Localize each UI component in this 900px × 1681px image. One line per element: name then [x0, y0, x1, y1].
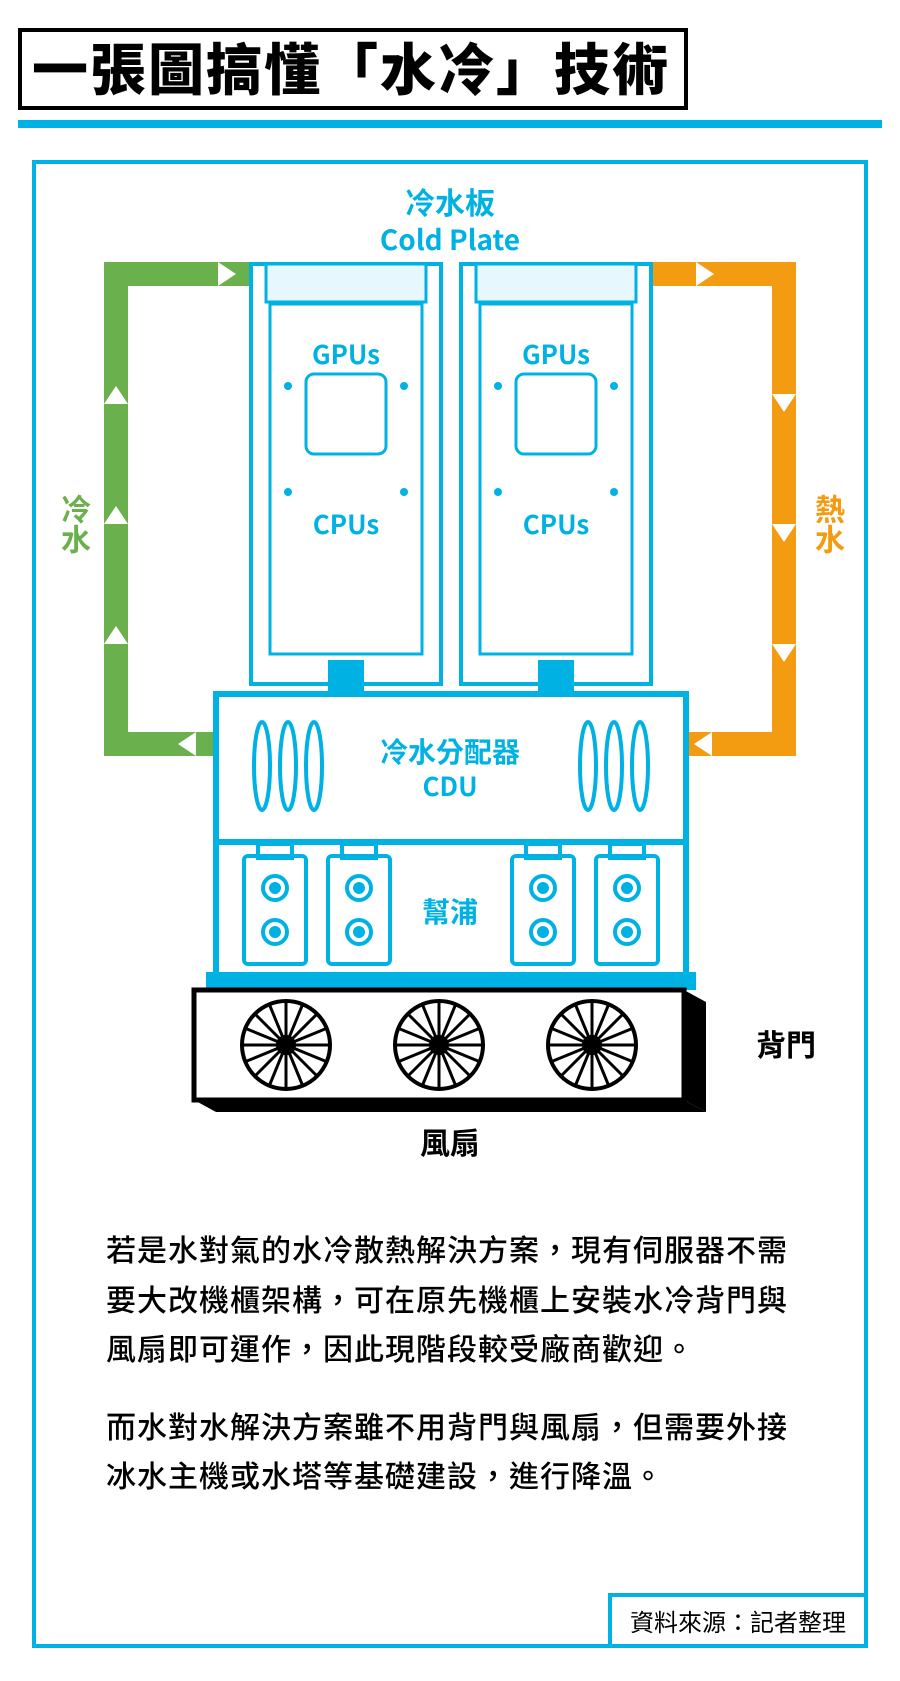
page-title-block: 一張圖搞懂「水冷」技術 [18, 28, 688, 110]
title-underline [18, 120, 882, 128]
page-title: 一張圖搞懂「水冷」技術 [18, 28, 688, 110]
server-block-right: GPUs CPUs [461, 264, 651, 700]
source-citation: 資料來源：記者整理 [608, 1593, 868, 1648]
paragraph-1: 若是水對氣的水冷散熱解決方案，現有伺服器不需要大改機櫃架構，可在原先機櫃上安裝水… [106, 1224, 806, 1373]
cold-plate-label-zh: 冷水板 [405, 179, 495, 223]
rear-door-label: 背門 [756, 1021, 816, 1065]
main-frame: 冷水板 Cold Plate 冷水 [32, 160, 868, 1648]
cdu-block: 冷水分配器 CDU [216, 694, 686, 844]
paragraph-2: 而水對水解決方案雖不用背門與風扇，但需要外接冰水主機或水塔等基礎建設，進行降溫。 [106, 1401, 806, 1500]
description-text: 若是水對氣的水冷散熱解決方案，現有伺服器不需要大改機櫃架構，可在原先機櫃上安裝水… [106, 1224, 806, 1500]
water-cooling-diagram: 冷水板 Cold Plate 冷水 [36, 164, 864, 1164]
base-bar [206, 972, 696, 990]
pump-label: 幫浦 [422, 891, 478, 931]
cdu-label-en: CDU [422, 767, 477, 804]
cpus-label-left: CPUs [313, 505, 380, 542]
gpus-label-right: GPUs [522, 335, 590, 372]
cold-water-pipe [104, 262, 266, 756]
hot-water-label: 熱水 [808, 494, 852, 554]
cdu-label-zh: 冷水分配器 [380, 731, 520, 771]
server-block-left: GPUs CPUs [251, 264, 441, 700]
cold-water-label: 冷水 [54, 494, 98, 554]
fan-rear-door-block [194, 990, 706, 1112]
cpus-label-right: CPUs [523, 505, 590, 542]
fan-label: 風扇 [420, 1119, 480, 1163]
pump-block: 幫浦 [216, 842, 686, 976]
gpus-label-left: GPUs [312, 335, 380, 372]
cold-plate-label-en: Cold Plate [380, 219, 520, 259]
hot-water-pipe [634, 262, 796, 756]
